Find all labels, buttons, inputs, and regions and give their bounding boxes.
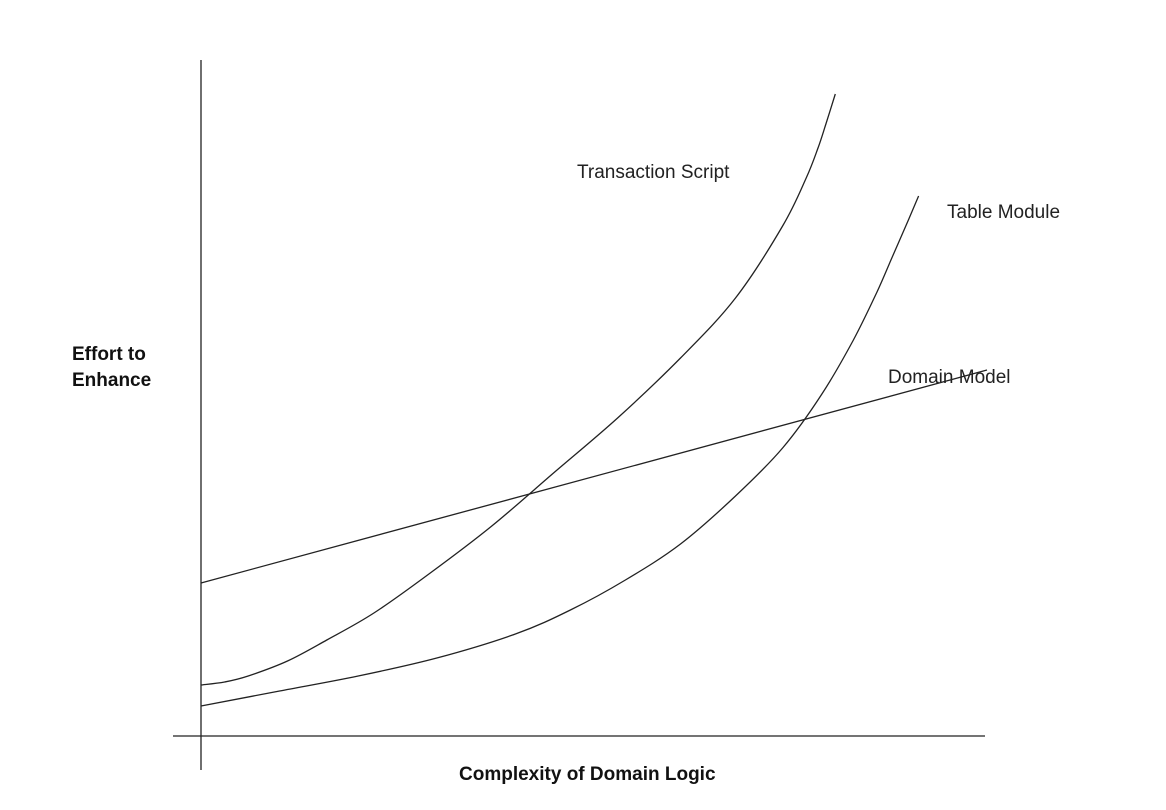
series-label-domain-model: Domain Model: [888, 367, 1011, 388]
series-line-domain-model: [200, 369, 988, 584]
series-line-table-module: [200, 195, 920, 707]
axes: [173, 60, 985, 770]
series-label-transaction-script: Transaction Script: [577, 162, 730, 183]
x-axis-label: Complexity of Domain Logic: [459, 764, 716, 785]
axis-titles: Effort to Enhance Complexity of Domain L…: [72, 344, 716, 785]
series-labels: Transaction Script Table Module Domain M…: [577, 162, 1060, 388]
series-label-table-module: Table Module: [947, 202, 1060, 223]
y-axis-label-line-1: Effort to: [72, 344, 146, 365]
series-group: [200, 93, 988, 707]
series-line-transaction-script: [200, 93, 836, 686]
y-axis-label-line-2: Enhance: [72, 370, 151, 391]
